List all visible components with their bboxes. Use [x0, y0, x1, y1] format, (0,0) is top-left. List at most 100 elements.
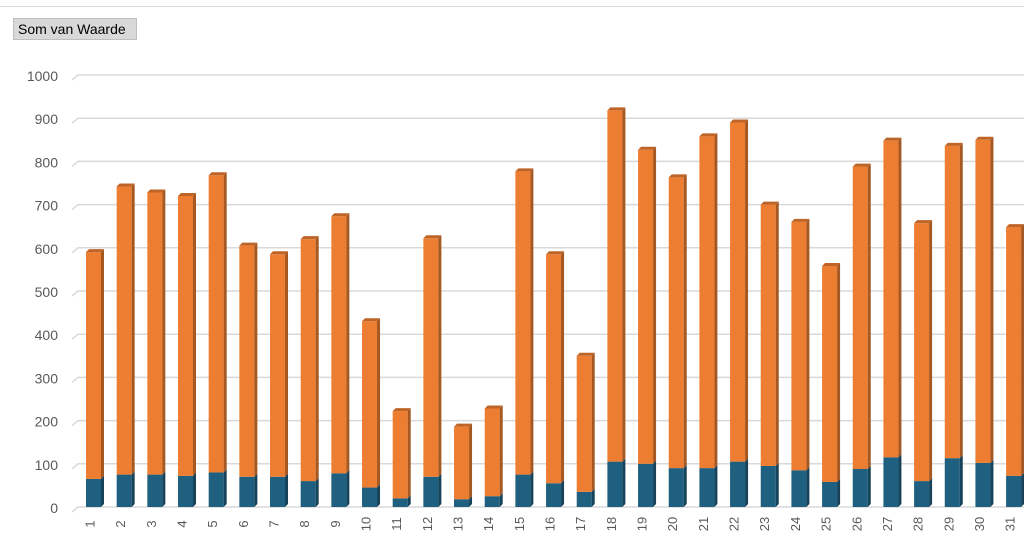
bar-top [668, 174, 687, 178]
bar-segment-lower[interactable] [944, 458, 960, 507]
bar-segment-lower[interactable] [1006, 475, 1022, 507]
x-tick-label: 29 [941, 517, 956, 531]
bar-segment-lower[interactable] [270, 476, 286, 507]
bar-segment-lower[interactable] [392, 498, 408, 507]
bar-segment-upper[interactable] [668, 177, 684, 469]
bar-top [1006, 224, 1024, 228]
x-tick-label: 24 [788, 517, 803, 531]
bar-segment-upper[interactable] [760, 204, 776, 466]
x-tick-label: 18 [604, 517, 619, 531]
bar-segment-lower[interactable] [791, 470, 807, 507]
bar-side [223, 172, 227, 473]
bar-side [959, 142, 963, 459]
bar-segment-upper[interactable] [484, 408, 500, 497]
bar-series [86, 107, 1024, 507]
bar-segment-lower[interactable] [300, 481, 316, 507]
bar-segment-lower[interactable] [208, 472, 224, 507]
y-tick-label: 600 [35, 241, 59, 257]
bar-segment-upper[interactable] [300, 239, 316, 482]
x-tick-label: 25 [819, 517, 834, 531]
bar-side [1021, 224, 1024, 476]
bar-segment-upper[interactable] [454, 426, 470, 500]
bar-segment-lower[interactable] [178, 475, 194, 507]
bar-top [546, 251, 565, 255]
bar-segment-lower[interactable] [331, 473, 347, 507]
bar-side [1021, 472, 1024, 507]
bar-segment-upper[interactable] [638, 149, 654, 464]
gridline [71, 117, 1024, 124]
bar-segment-lower[interactable] [975, 462, 991, 507]
bar-side [407, 408, 411, 499]
bar-top [944, 142, 963, 146]
bar-segment-upper[interactable] [852, 166, 868, 469]
bar-segment-lower[interactable] [116, 474, 132, 507]
bar-segment-lower[interactable] [454, 499, 470, 507]
bar-segment-lower[interactable] [822, 481, 838, 507]
bar-segment-upper[interactable] [914, 223, 930, 482]
bar-segment-lower[interactable] [362, 487, 378, 507]
bar-top [760, 201, 779, 205]
bar-segment-upper[interactable] [730, 122, 746, 462]
bar-side [407, 495, 411, 507]
bar-segment-lower[interactable] [699, 468, 715, 507]
bar-segment-upper[interactable] [791, 221, 807, 471]
bar-segment-upper[interactable] [147, 192, 163, 475]
bar-segment-upper[interactable] [116, 186, 132, 475]
bar-segment-upper[interactable] [178, 195, 194, 476]
bar-segment-lower[interactable] [239, 476, 255, 507]
bar-segment-lower[interactable] [883, 457, 899, 507]
pivot-field-button[interactable]: Som van Waarde [13, 18, 137, 40]
bar-segment-upper[interactable] [883, 140, 899, 458]
bar-segment-upper[interactable] [331, 216, 347, 474]
bar-side [990, 136, 994, 463]
bar-segment-upper[interactable] [944, 145, 960, 459]
bar-side [469, 423, 473, 500]
bar-segment-upper[interactable] [1006, 227, 1022, 476]
bar-segment-lower[interactable] [668, 468, 684, 507]
x-axis-ticks: 1 2 3 4 5 6 7 8 9 10 11 12 13 14 15 16 17 18 19 20 21 22 23 24 2… [83, 517, 1018, 531]
bar-segment-upper[interactable] [208, 175, 224, 473]
bar-segment-upper[interactable] [546, 254, 562, 484]
bar-segment-lower[interactable] [638, 463, 654, 507]
bar-segment-upper[interactable] [822, 265, 838, 482]
spreadsheet-grid-edge [0, 0, 1024, 7]
bar-side [745, 458, 749, 507]
bar-segment-lower[interactable] [484, 496, 500, 507]
bar-top [331, 213, 350, 217]
bar-segment-upper[interactable] [86, 252, 101, 479]
bar-top [484, 405, 503, 409]
bar-side [714, 465, 718, 507]
bar-segment-upper[interactable] [362, 321, 378, 488]
bar-segment-upper[interactable] [515, 171, 531, 475]
bar-segment-upper[interactable] [607, 110, 623, 462]
bar-segment-lower[interactable] [576, 491, 592, 507]
bar-top [147, 189, 166, 193]
bar-segment-lower[interactable] [86, 478, 101, 507]
bar-top [362, 318, 381, 322]
x-tick-label: 19 [635, 517, 650, 531]
bar-segment-lower[interactable] [546, 483, 562, 507]
bar-segment-upper[interactable] [392, 411, 408, 499]
bar-segment-upper[interactable] [699, 136, 715, 469]
bar-segment-lower[interactable] [147, 474, 163, 507]
bar-top [791, 218, 810, 222]
bar-top [392, 408, 411, 412]
bar-segment-lower[interactable] [852, 468, 868, 507]
bar-segment-lower[interactable] [730, 461, 746, 507]
bar-side [561, 251, 565, 484]
bar-segment-upper[interactable] [423, 238, 439, 477]
y-tick-label: 800 [35, 154, 59, 170]
bar-segment-lower[interactable] [423, 476, 439, 507]
bar-segment-lower[interactable] [914, 481, 930, 507]
bar-segment-upper[interactable] [975, 139, 991, 463]
bar-segment-lower[interactable] [760, 465, 776, 507]
bar-segment-upper[interactable] [239, 245, 255, 477]
x-tick-label: 6 [236, 520, 251, 527]
x-tick-label: 3 [144, 520, 159, 527]
x-tick-label: 20 [665, 517, 680, 531]
bar-segment-lower[interactable] [515, 474, 531, 507]
bar-side [315, 236, 319, 482]
bar-segment-upper[interactable] [270, 254, 286, 477]
bar-segment-lower[interactable] [607, 461, 623, 507]
bar-segment-upper[interactable] [576, 355, 592, 492]
